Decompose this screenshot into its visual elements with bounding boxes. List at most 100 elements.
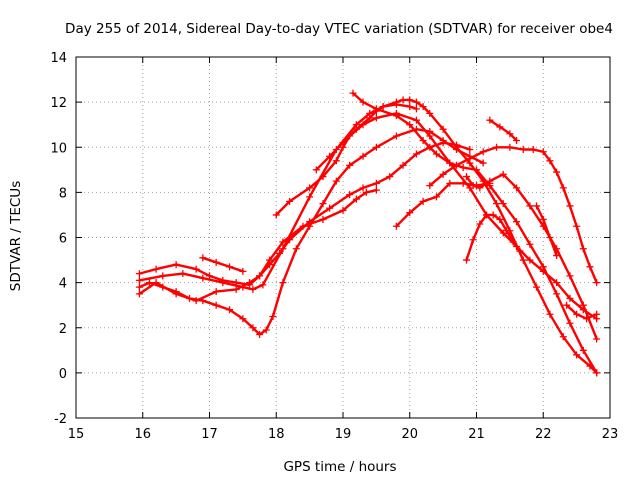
- data-point: [506, 130, 514, 138]
- data-point: [392, 112, 400, 120]
- data-point: [539, 215, 547, 223]
- data-point: [212, 301, 220, 309]
- series-s13: [533, 202, 561, 260]
- data-point: [152, 265, 160, 273]
- data-point: [419, 103, 427, 111]
- data-point: [352, 195, 360, 203]
- data-point: [573, 222, 581, 230]
- data-point: [452, 161, 460, 169]
- data-point: [519, 146, 527, 154]
- series-s12: [486, 116, 521, 144]
- y-tick-label: 10: [50, 141, 67, 156]
- data-point: [306, 184, 314, 192]
- data-point: [526, 202, 534, 210]
- data-point: [493, 143, 501, 151]
- data-point: [503, 227, 511, 235]
- data-point: [319, 200, 327, 208]
- data-point: [519, 256, 527, 264]
- data-point: [579, 346, 587, 354]
- data-point: [346, 191, 354, 199]
- data-point: [312, 166, 320, 174]
- data-point: [326, 204, 334, 212]
- data-point: [566, 319, 574, 327]
- data-point: [406, 121, 414, 129]
- data-point: [526, 240, 534, 248]
- x-axis-label: GPS time / hours: [283, 459, 396, 475]
- data-point: [566, 202, 574, 210]
- data-point: [256, 331, 264, 339]
- data-point: [533, 283, 541, 291]
- data-point: [249, 324, 257, 332]
- series-line: [565, 304, 598, 320]
- data-point: [135, 276, 143, 284]
- data-point: [583, 315, 591, 323]
- data-point: [259, 281, 267, 289]
- data-point: [566, 294, 574, 302]
- y-tick-label: 0: [59, 367, 67, 382]
- data-point: [159, 283, 167, 291]
- x-tick-label: 21: [468, 427, 485, 442]
- data-point: [406, 96, 414, 104]
- data-point: [546, 234, 554, 241]
- data-point: [212, 258, 220, 266]
- data-point: [499, 200, 507, 208]
- data-point: [372, 105, 380, 113]
- data-point: [493, 200, 501, 208]
- data-point: [239, 267, 247, 275]
- y-tick-label: 6: [59, 232, 67, 247]
- data-point: [292, 245, 300, 253]
- y-tick-label: 14: [50, 51, 67, 66]
- data-point: [462, 256, 470, 264]
- data-point: [499, 170, 507, 178]
- data-point: [426, 132, 434, 140]
- data-point: [496, 123, 504, 131]
- data-point: [573, 351, 581, 359]
- data-point: [526, 256, 534, 264]
- series-line: [201, 256, 245, 273]
- y-tick-label: 12: [50, 96, 67, 111]
- data-point: [513, 136, 521, 144]
- data-point: [179, 270, 187, 278]
- data-point: [359, 98, 367, 106]
- data-point: [553, 290, 561, 298]
- data-point: [559, 184, 567, 192]
- data-point: [372, 143, 380, 151]
- data-point: [546, 157, 554, 165]
- data-point: [399, 161, 407, 169]
- data-point: [306, 193, 314, 201]
- data-point: [466, 155, 474, 163]
- data-point: [306, 222, 314, 230]
- data-point: [489, 211, 497, 219]
- data-point: [249, 285, 257, 293]
- data-point: [496, 215, 504, 223]
- data-point: [446, 179, 454, 187]
- data-point: [553, 168, 561, 176]
- data-point: [352, 125, 360, 133]
- data-point: [359, 184, 367, 192]
- data-point: [539, 263, 547, 271]
- data-point: [459, 164, 467, 172]
- data-point: [509, 238, 517, 246]
- data-point: [513, 184, 521, 192]
- data-point: [349, 89, 357, 97]
- data-point: [226, 306, 234, 314]
- data-point: [346, 161, 354, 169]
- series-s7: [349, 89, 601, 377]
- data-point: [269, 312, 277, 320]
- data-point: [412, 98, 420, 106]
- x-tick-label: 18: [268, 427, 285, 442]
- data-point: [573, 310, 581, 318]
- data-point: [579, 245, 587, 253]
- y-tick-label: 4: [59, 277, 67, 292]
- x-tick-label: 20: [401, 427, 418, 442]
- data-point: [232, 285, 240, 293]
- data-point: [135, 290, 143, 298]
- tick-layer: 15 16 17 18 19 20 21 22 23 -2 0 2 4 6 8 10 12 14: [50, 51, 618, 442]
- y-tick-label: 2: [59, 322, 67, 337]
- data-point: [266, 261, 274, 269]
- data-point: [539, 148, 547, 156]
- x-tick-label: 15: [68, 427, 85, 442]
- data-point: [412, 150, 420, 158]
- data-point: [452, 143, 460, 151]
- data-point: [459, 179, 467, 187]
